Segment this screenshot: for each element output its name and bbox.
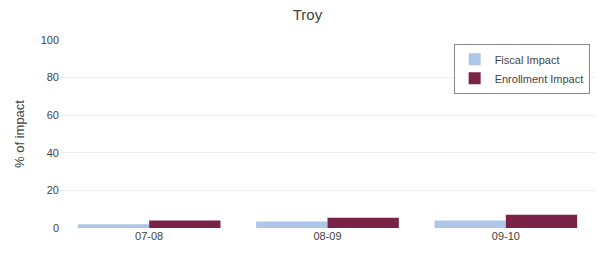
svg-text:100: 100 bbox=[41, 34, 59, 46]
svg-text:Fiscal Impact: Fiscal Impact bbox=[495, 54, 560, 66]
svg-text:08-09: 08-09 bbox=[313, 230, 341, 242]
svg-text:09-10: 09-10 bbox=[492, 230, 520, 242]
svg-text:60: 60 bbox=[47, 109, 59, 121]
svg-text:% of impact: % of impact bbox=[12, 100, 27, 168]
svg-text:07-08: 07-08 bbox=[135, 230, 163, 242]
svg-text:Enrollment Impact: Enrollment Impact bbox=[495, 73, 584, 85]
svg-text:20: 20 bbox=[47, 184, 59, 196]
svg-text:80: 80 bbox=[47, 71, 59, 83]
svg-text:0: 0 bbox=[53, 222, 59, 234]
svg-text:40: 40 bbox=[47, 147, 59, 159]
svg-text:Troy: Troy bbox=[293, 6, 323, 23]
